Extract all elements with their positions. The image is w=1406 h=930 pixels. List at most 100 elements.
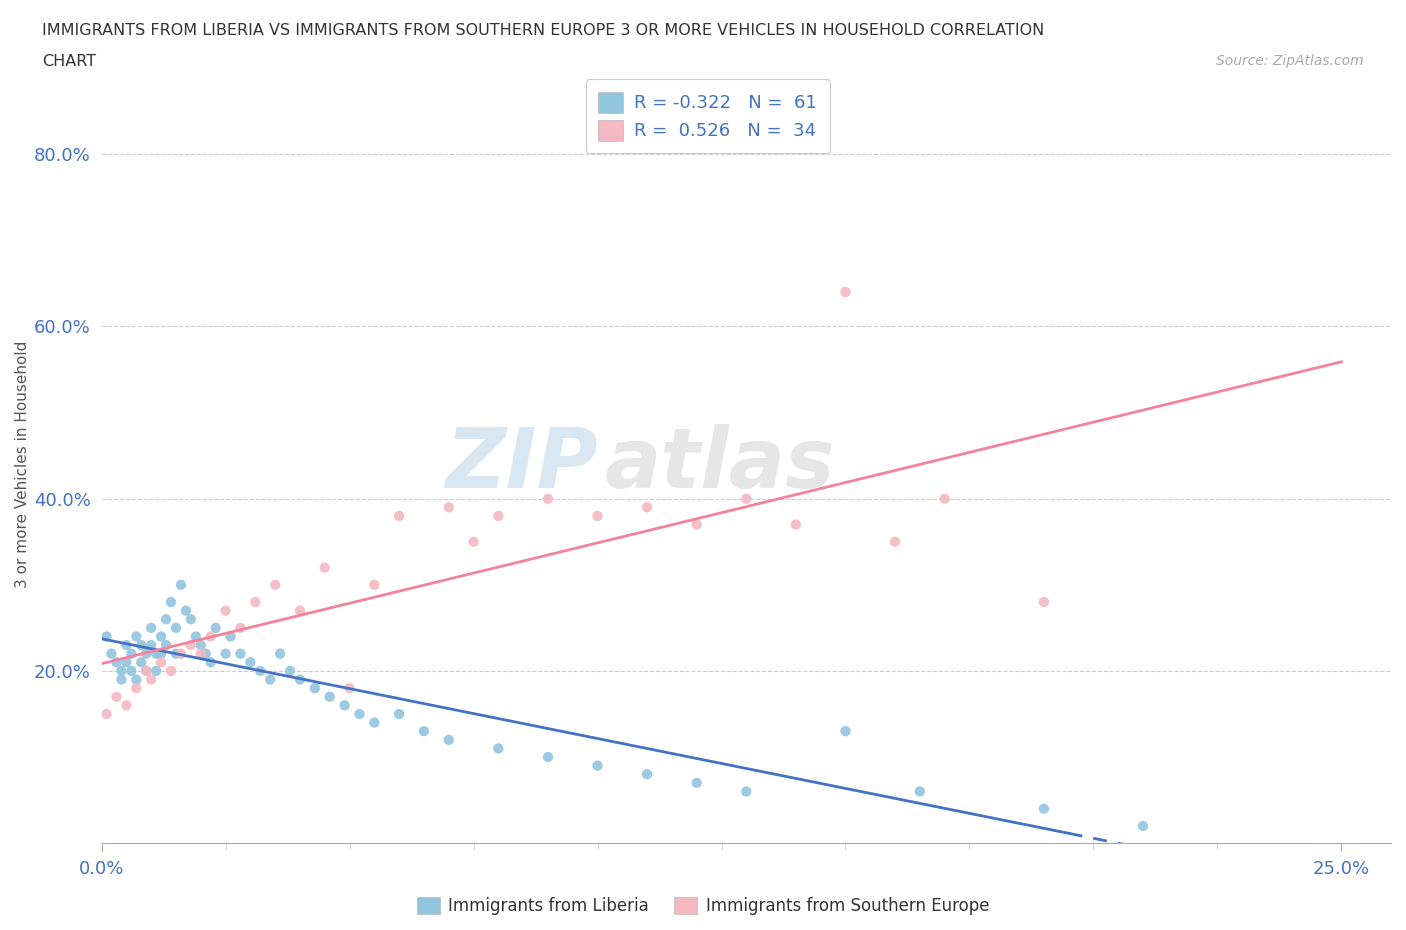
Point xyxy=(388,509,411,524)
Point xyxy=(264,578,287,592)
Point xyxy=(170,578,193,592)
Point xyxy=(219,629,242,644)
Point xyxy=(129,655,152,670)
Legend: R = -0.322   N =  61, R =  0.526   N =  34: R = -0.322 N = 61, R = 0.526 N = 34 xyxy=(585,79,830,153)
Point xyxy=(105,655,128,670)
Point xyxy=(100,646,122,661)
Point xyxy=(155,638,177,653)
Point xyxy=(586,509,609,524)
Point xyxy=(180,638,202,653)
Point xyxy=(190,646,212,661)
Point xyxy=(259,672,281,687)
Point xyxy=(785,517,807,532)
Point xyxy=(486,741,509,756)
Point xyxy=(735,491,758,506)
Point xyxy=(686,776,709,790)
Text: IMMIGRANTS FROM LIBERIA VS IMMIGRANTS FROM SOUTHERN EUROPE 3 OR MORE VEHICLES IN: IMMIGRANTS FROM LIBERIA VS IMMIGRANTS FR… xyxy=(42,23,1045,38)
Point xyxy=(1032,802,1054,817)
Point xyxy=(463,535,485,550)
Point xyxy=(735,784,758,799)
Point xyxy=(125,629,148,644)
Point xyxy=(214,604,236,618)
Point xyxy=(363,715,385,730)
Point xyxy=(204,620,226,635)
Point xyxy=(125,672,148,687)
Point xyxy=(586,758,609,773)
Point xyxy=(239,655,262,670)
Point xyxy=(150,646,173,661)
Point xyxy=(170,646,193,661)
Point xyxy=(486,509,509,524)
Point xyxy=(908,784,931,799)
Point xyxy=(1032,594,1054,609)
Point xyxy=(437,500,460,515)
Point xyxy=(288,672,311,687)
Point xyxy=(115,698,138,712)
Point xyxy=(105,689,128,704)
Point xyxy=(884,535,907,550)
Point xyxy=(141,638,163,653)
Point xyxy=(636,500,658,515)
Point xyxy=(150,629,173,644)
Point xyxy=(229,620,252,635)
Point xyxy=(135,663,157,678)
Point xyxy=(120,663,142,678)
Point xyxy=(200,655,222,670)
Point xyxy=(349,707,371,722)
Point xyxy=(437,732,460,747)
Point xyxy=(190,638,212,653)
Point xyxy=(249,663,271,678)
Point xyxy=(135,646,157,661)
Point xyxy=(278,663,301,678)
Point xyxy=(269,646,291,661)
Point xyxy=(333,698,356,712)
Point xyxy=(686,517,709,532)
Point xyxy=(96,629,118,644)
Point xyxy=(214,646,236,661)
Point xyxy=(200,629,222,644)
Point xyxy=(363,578,385,592)
Point xyxy=(96,707,118,722)
Point xyxy=(636,767,658,782)
Point xyxy=(314,560,336,575)
Point xyxy=(388,707,411,722)
Point xyxy=(160,594,183,609)
Point xyxy=(304,681,326,696)
Point xyxy=(174,604,197,618)
Point xyxy=(120,646,142,661)
Point xyxy=(1132,818,1154,833)
Point xyxy=(115,638,138,653)
Point xyxy=(110,672,132,687)
Point xyxy=(129,638,152,653)
Y-axis label: 3 or more Vehicles in Household: 3 or more Vehicles in Household xyxy=(15,340,30,588)
Point xyxy=(180,612,202,627)
Point xyxy=(537,750,560,764)
Text: Source: ZipAtlas.com: Source: ZipAtlas.com xyxy=(1216,54,1364,68)
Text: ZIP: ZIP xyxy=(446,424,598,505)
Text: atlas: atlas xyxy=(605,424,835,505)
Point xyxy=(115,655,138,670)
Point xyxy=(155,612,177,627)
Point xyxy=(834,285,856,299)
Point xyxy=(537,491,560,506)
Point xyxy=(934,491,956,506)
Point xyxy=(150,655,173,670)
Point xyxy=(834,724,856,738)
Point xyxy=(160,663,183,678)
Text: CHART: CHART xyxy=(42,54,96,69)
Point xyxy=(413,724,436,738)
Point xyxy=(145,663,167,678)
Point xyxy=(319,689,342,704)
Point xyxy=(145,646,167,661)
Point xyxy=(245,594,267,609)
Point xyxy=(165,620,187,635)
Point xyxy=(110,663,132,678)
Point xyxy=(135,663,157,678)
Point xyxy=(141,672,163,687)
Point xyxy=(339,681,361,696)
Point xyxy=(125,681,148,696)
Point xyxy=(184,629,207,644)
Point xyxy=(194,646,217,661)
Point xyxy=(141,620,163,635)
Legend: Immigrants from Liberia, Immigrants from Southern Europe: Immigrants from Liberia, Immigrants from… xyxy=(411,890,995,922)
